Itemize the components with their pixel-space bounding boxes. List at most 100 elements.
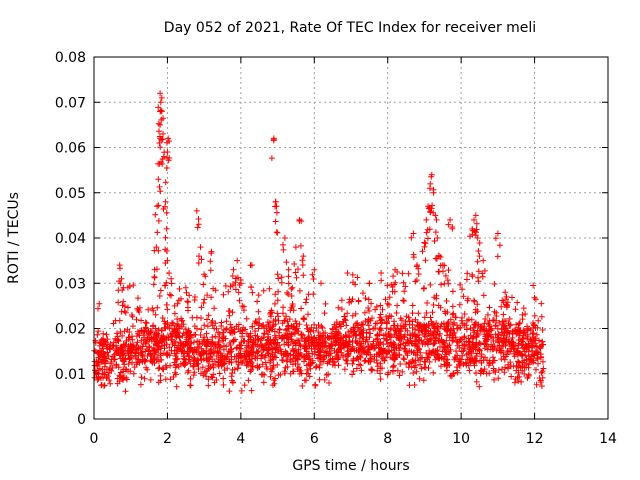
data-point <box>384 300 391 307</box>
data-point <box>194 338 201 345</box>
data-point <box>120 357 127 364</box>
data-point <box>155 217 162 224</box>
data-point <box>335 355 342 362</box>
data-point <box>288 285 295 292</box>
data-point <box>498 356 505 362</box>
data-point <box>298 331 305 338</box>
data-point <box>355 356 362 363</box>
data-point <box>506 341 513 348</box>
data-point <box>408 340 415 347</box>
data-point <box>427 314 434 321</box>
data-point <box>162 282 169 289</box>
data-point <box>224 351 231 357</box>
data-point <box>239 327 246 334</box>
data-point <box>107 340 114 347</box>
data-point <box>486 304 493 311</box>
data-point <box>191 297 198 303</box>
data-point <box>351 347 358 354</box>
data-point <box>384 320 390 327</box>
data-point <box>509 328 516 335</box>
data-point <box>255 292 262 299</box>
data-point <box>216 370 223 377</box>
data-point <box>252 328 259 335</box>
data-point <box>362 357 369 364</box>
y-tick-label: 0.02 <box>55 322 86 338</box>
y-tick-label: 0.04 <box>55 231 86 247</box>
data-point <box>518 378 525 385</box>
data-point <box>118 344 125 351</box>
data-point <box>309 271 316 278</box>
data-point <box>516 320 522 327</box>
data-point <box>180 353 187 360</box>
data-point <box>406 318 413 325</box>
data-point <box>290 368 297 375</box>
data-point <box>402 342 409 349</box>
data-point <box>284 289 291 296</box>
data-point <box>173 322 180 329</box>
data-point <box>335 304 342 311</box>
data-point <box>447 346 454 353</box>
data-point <box>376 314 383 321</box>
data-point <box>315 351 322 358</box>
data-point <box>514 348 521 355</box>
data-point <box>361 309 368 316</box>
data-point <box>163 279 170 286</box>
data-point <box>408 348 415 355</box>
data-point <box>160 350 167 357</box>
data-point <box>538 313 545 320</box>
data-point <box>165 135 172 142</box>
data-point <box>241 337 248 344</box>
data-point <box>300 315 307 322</box>
data-point <box>496 347 503 353</box>
data-point <box>374 359 381 366</box>
data-point <box>212 333 219 340</box>
data-point <box>505 361 512 368</box>
data-point <box>209 374 216 381</box>
data-point <box>228 346 235 352</box>
data-point <box>149 305 156 312</box>
data-point <box>205 365 212 372</box>
data-point <box>129 359 136 366</box>
data-point <box>321 355 328 361</box>
data-point <box>198 326 205 333</box>
data-point <box>390 362 397 369</box>
data-point <box>274 361 281 368</box>
data-point <box>359 321 366 328</box>
data-point <box>431 324 437 331</box>
data-point <box>199 364 206 371</box>
data-point <box>267 373 274 380</box>
data-point <box>300 272 307 279</box>
data-point <box>507 321 514 328</box>
data-point <box>400 297 407 304</box>
data-point <box>533 331 540 338</box>
data-point <box>445 319 452 325</box>
data-point <box>272 198 279 205</box>
data-point <box>519 336 526 343</box>
data-point <box>122 309 129 316</box>
data-point <box>525 340 532 347</box>
data-point <box>293 274 300 281</box>
data-point <box>442 272 449 279</box>
data-point <box>267 309 274 316</box>
data-point <box>381 335 387 342</box>
data-point <box>279 357 285 363</box>
data-point <box>427 281 434 288</box>
data-point <box>437 343 443 350</box>
data-point <box>456 362 463 369</box>
data-point <box>531 312 538 319</box>
data-point <box>416 337 423 344</box>
data-point <box>203 373 210 380</box>
data-point <box>346 299 353 306</box>
data-point <box>255 308 262 315</box>
data-point <box>472 321 479 328</box>
data-point <box>429 330 436 337</box>
data-point <box>98 356 104 363</box>
data-point <box>471 216 477 223</box>
data-point <box>278 274 285 281</box>
data-point <box>384 282 391 289</box>
data-point <box>463 351 470 358</box>
data-point <box>327 356 334 363</box>
data-point <box>509 294 515 301</box>
data-point <box>166 138 173 145</box>
data-point <box>255 325 262 332</box>
